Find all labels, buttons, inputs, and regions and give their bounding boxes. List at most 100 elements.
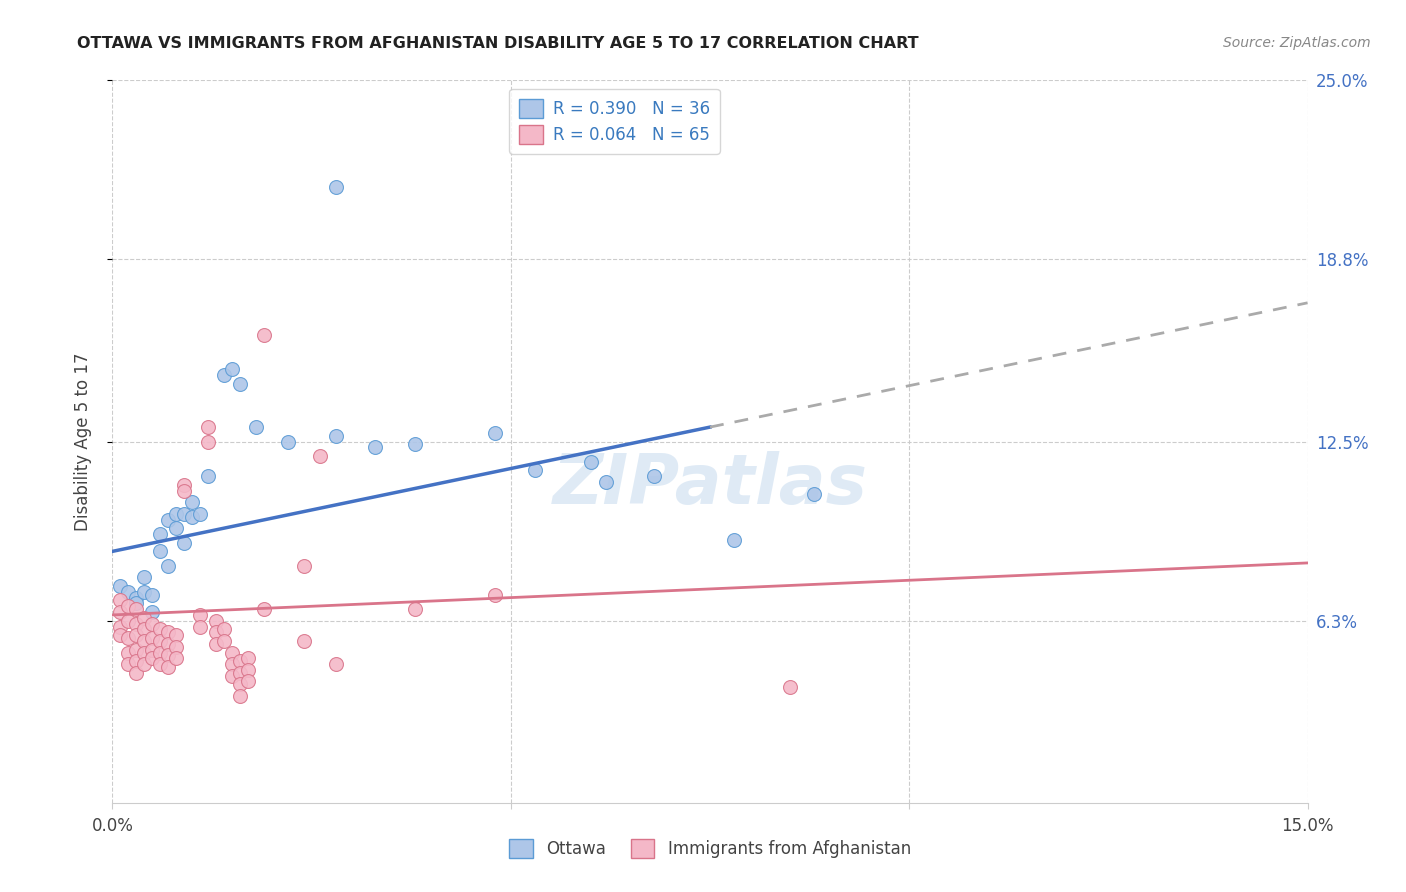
Point xyxy=(125,654,148,668)
Point xyxy=(141,651,163,665)
Point xyxy=(236,663,259,677)
Legend: Ottawa, Immigrants from Afghanistan: Ottawa, Immigrants from Afghanistan xyxy=(501,830,920,867)
Point xyxy=(404,602,426,616)
Point xyxy=(141,631,163,645)
Point xyxy=(197,469,219,483)
Point xyxy=(188,619,211,633)
Point xyxy=(134,657,156,671)
Text: ZIPatlas: ZIPatlas xyxy=(553,451,868,518)
Point xyxy=(212,623,235,637)
Point xyxy=(221,668,243,682)
Point xyxy=(579,455,602,469)
Point xyxy=(205,637,228,651)
Point xyxy=(484,425,506,440)
Point xyxy=(643,469,665,483)
Point xyxy=(117,614,139,628)
Point xyxy=(110,619,132,633)
Point xyxy=(325,180,347,194)
Point xyxy=(325,429,347,443)
Point xyxy=(173,483,195,498)
Point xyxy=(221,657,243,671)
Point xyxy=(125,596,148,610)
Point xyxy=(125,665,148,680)
Point xyxy=(149,544,172,558)
Point xyxy=(117,646,139,660)
Point xyxy=(134,634,156,648)
Point xyxy=(134,623,156,637)
Point xyxy=(292,634,315,648)
Point xyxy=(181,509,204,524)
Point xyxy=(308,449,330,463)
Point xyxy=(117,584,139,599)
Y-axis label: Disability Age 5 to 17: Disability Age 5 to 17 xyxy=(73,352,91,531)
Point xyxy=(484,588,506,602)
Point xyxy=(229,665,252,680)
Point xyxy=(212,634,235,648)
Point xyxy=(197,420,219,434)
Point xyxy=(236,651,259,665)
Point xyxy=(141,588,163,602)
Point xyxy=(125,642,148,657)
Point xyxy=(117,631,139,645)
Text: OTTAWA VS IMMIGRANTS FROM AFGHANISTAN DISABILITY AGE 5 TO 17 CORRELATION CHART: OTTAWA VS IMMIGRANTS FROM AFGHANISTAN DI… xyxy=(77,36,920,51)
Point xyxy=(141,642,163,657)
Point xyxy=(110,579,132,593)
Point xyxy=(205,625,228,640)
Point xyxy=(292,558,315,573)
Point xyxy=(125,616,148,631)
Point xyxy=(188,607,211,622)
Point xyxy=(110,628,132,642)
Point xyxy=(229,654,252,668)
Point xyxy=(149,657,172,671)
Point xyxy=(134,584,156,599)
Point xyxy=(110,593,132,607)
Point xyxy=(173,535,195,549)
Point xyxy=(165,651,187,665)
Point xyxy=(803,486,825,500)
Point xyxy=(229,677,252,691)
Point xyxy=(157,648,180,663)
Point xyxy=(404,437,426,451)
Point xyxy=(173,507,195,521)
Text: Source: ZipAtlas.com: Source: ZipAtlas.com xyxy=(1223,36,1371,50)
Point xyxy=(149,634,172,648)
Point xyxy=(125,591,148,605)
Point xyxy=(364,440,387,454)
Point xyxy=(141,616,163,631)
Point xyxy=(117,657,139,671)
Point xyxy=(125,628,148,642)
Point xyxy=(188,507,211,521)
Point xyxy=(212,368,235,382)
Point xyxy=(236,674,259,689)
Point xyxy=(221,362,243,376)
Point xyxy=(165,507,187,521)
Point xyxy=(117,599,139,614)
Point xyxy=(157,660,180,674)
Point xyxy=(157,558,180,573)
Point xyxy=(253,602,276,616)
Point xyxy=(134,646,156,660)
Point xyxy=(779,680,801,694)
Point xyxy=(221,646,243,660)
Point xyxy=(181,495,204,509)
Point xyxy=(134,570,156,584)
Point xyxy=(157,625,180,640)
Point xyxy=(157,637,180,651)
Point xyxy=(165,640,187,654)
Point xyxy=(197,434,219,449)
Point xyxy=(157,512,180,526)
Point xyxy=(134,611,156,625)
Point xyxy=(165,628,187,642)
Point xyxy=(205,614,228,628)
Point xyxy=(245,420,267,434)
Point xyxy=(723,533,745,547)
Point xyxy=(229,689,252,703)
Point xyxy=(325,657,347,671)
Point xyxy=(149,527,172,541)
Point xyxy=(595,475,617,489)
Point xyxy=(229,376,252,391)
Point xyxy=(149,646,172,660)
Point xyxy=(277,434,299,449)
Point xyxy=(253,327,276,342)
Point xyxy=(523,463,546,477)
